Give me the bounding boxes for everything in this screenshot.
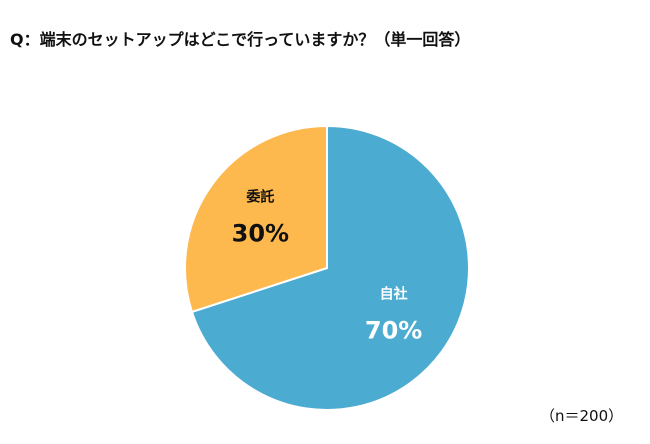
slice-value-1: 30% [232,220,289,248]
slice-label-1: 委託 [245,189,274,206]
pie-slice-0 [190,124,470,411]
slice-label-0: 自社 [380,285,408,302]
pie-slice-1 [184,124,328,314]
sample-size-note: （n＝200） [540,407,624,425]
slice-value-0: 70% [365,316,422,344]
chart-title: Q：端末のセットアップはどこで行っていますか？（単一回答） [10,30,471,49]
